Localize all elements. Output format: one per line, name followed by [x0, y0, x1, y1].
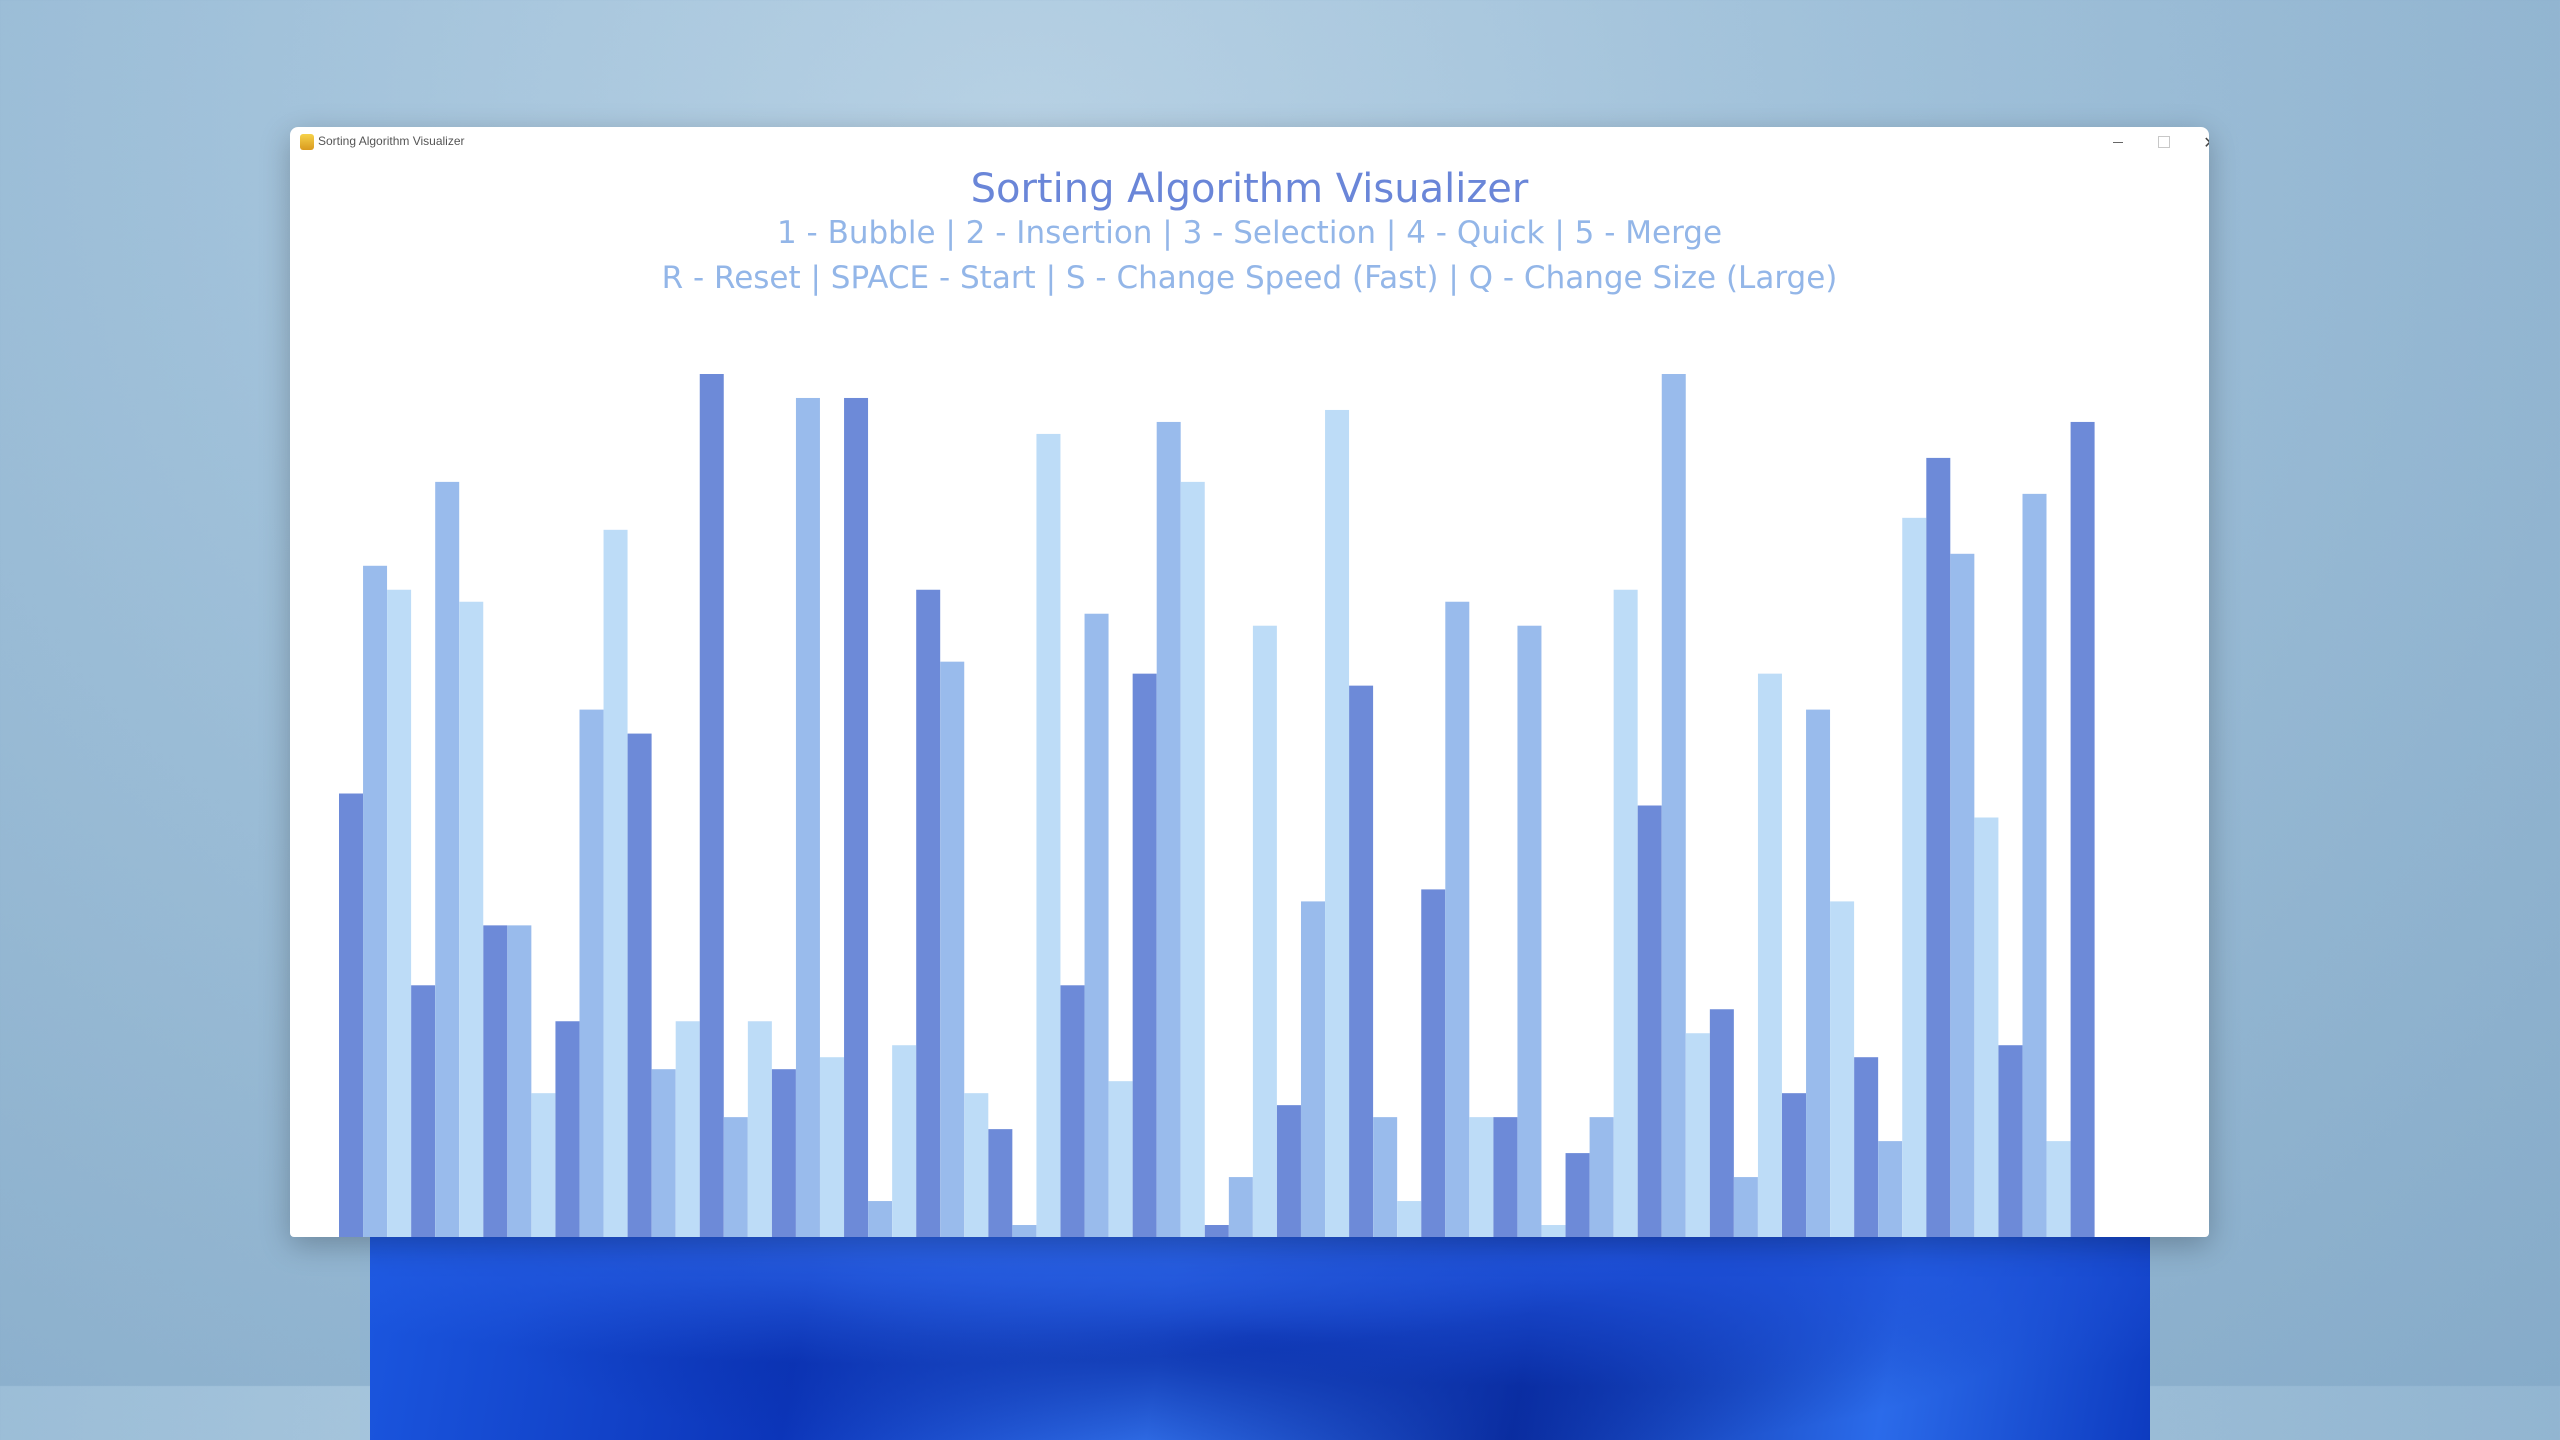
bar-57	[1709, 1009, 1734, 1237]
bar-61	[1806, 709, 1831, 1237]
bar-59	[1757, 673, 1782, 1237]
python-app-icon	[300, 134, 314, 150]
bar-18	[771, 1069, 796, 1237]
bar-43	[1373, 1117, 1398, 1237]
bar-0	[339, 793, 363, 1237]
bar-58	[1733, 1177, 1758, 1237]
bar-69	[1998, 1045, 2023, 1237]
bars-chart	[339, 374, 2095, 1237]
app-title: Sorting Algorithm Visualizer	[970, 166, 1529, 212]
bar-51	[1565, 1153, 1590, 1237]
bar-7	[507, 925, 532, 1237]
bar-65	[1902, 517, 1927, 1237]
maximize-icon	[2158, 136, 2170, 148]
close-button[interactable]: ✕	[2187, 127, 2209, 157]
bar-22	[868, 1201, 893, 1237]
bar-30	[1060, 985, 1085, 1237]
minimize-button[interactable]	[2095, 127, 2141, 157]
bar-21	[844, 397, 869, 1237]
close-icon: ✕	[2203, 133, 2209, 152]
bar-15	[699, 374, 724, 1237]
bar-49	[1517, 625, 1542, 1237]
bar-56	[1685, 1033, 1710, 1237]
bar-52	[1589, 1117, 1614, 1237]
bar-42	[1349, 685, 1374, 1237]
bar-47	[1469, 1117, 1494, 1237]
title-bar[interactable]: Sorting Algorithm Visualizer ✕	[290, 127, 2209, 157]
bar-23	[892, 1045, 917, 1237]
bar-11	[603, 529, 628, 1237]
bar-70	[2022, 493, 2047, 1237]
bar-14	[675, 1021, 700, 1237]
app-window: Sorting Algorithm Visualizer ✕ Sorting A…	[290, 127, 2209, 1237]
bar-54	[1637, 805, 1662, 1237]
maximize-button[interactable]	[2141, 127, 2187, 157]
bar-16	[723, 1117, 748, 1237]
bar-26	[964, 1093, 989, 1237]
bar-53	[1613, 589, 1638, 1237]
bar-9	[555, 1021, 580, 1237]
bar-45	[1421, 889, 1446, 1237]
bar-32	[1108, 1081, 1133, 1237]
bar-55	[1661, 374, 1686, 1237]
bar-24	[916, 589, 941, 1237]
bar-13	[651, 1069, 676, 1237]
algorithms-instructions: 1 - Bubble | 2 - Insertion | 3 - Selecti…	[776, 215, 1723, 251]
bar-68	[1974, 817, 1999, 1237]
minimize-icon	[2113, 141, 2123, 143]
bar-38	[1252, 625, 1277, 1237]
bar-6	[483, 925, 508, 1237]
bar-20	[820, 1057, 844, 1237]
bar-66	[1926, 457, 1951, 1237]
bar-72	[2070, 421, 2095, 1237]
bar-35	[1180, 481, 1205, 1237]
bar-63	[1854, 1057, 1879, 1237]
bar-71	[2046, 1141, 2071, 1237]
bar-28	[1012, 1225, 1037, 1237]
bar-25	[940, 661, 965, 1237]
bar-12	[627, 733, 652, 1237]
bar-8	[531, 1093, 556, 1237]
bar-67	[1950, 553, 1975, 1237]
bar-10	[579, 709, 604, 1237]
bar-2	[387, 589, 412, 1237]
bar-5	[459, 601, 484, 1237]
bar-27	[988, 1129, 1013, 1237]
bar-31	[1084, 613, 1109, 1237]
bar-48	[1493, 1117, 1518, 1237]
bar-46	[1445, 601, 1470, 1237]
bar-3	[411, 985, 436, 1237]
controls-instructions: R - Reset | SPACE - Start | S - Change S…	[661, 260, 1838, 296]
bar-60	[1782, 1093, 1806, 1237]
bar-19	[795, 397, 820, 1237]
bar-33	[1132, 673, 1157, 1237]
bar-34	[1156, 421, 1181, 1237]
bar-1	[363, 565, 388, 1237]
bar-17	[747, 1021, 772, 1237]
window-title: Sorting Algorithm Visualizer	[318, 134, 465, 148]
bar-62	[1830, 901, 1855, 1237]
bar-36	[1204, 1225, 1229, 1237]
bar-39	[1276, 1105, 1301, 1237]
bar-44	[1397, 1201, 1422, 1237]
bar-41	[1325, 409, 1350, 1237]
bar-40	[1301, 901, 1325, 1237]
bar-64	[1878, 1141, 1903, 1237]
bar-37	[1228, 1177, 1253, 1237]
bar-29	[1036, 433, 1061, 1237]
bar-50	[1541, 1225, 1566, 1237]
bar-4	[435, 481, 460, 1237]
